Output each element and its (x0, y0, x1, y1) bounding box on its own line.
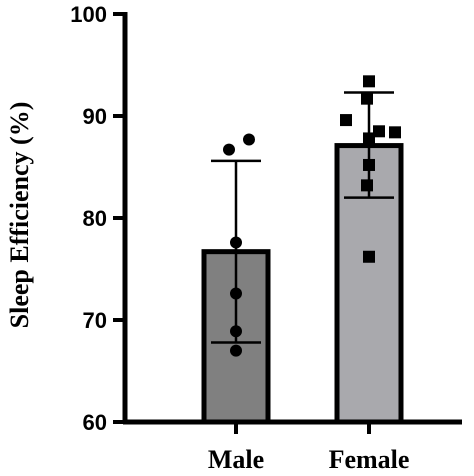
data-point-male (230, 344, 242, 357)
data-point-female (389, 126, 401, 139)
data-point-male (230, 236, 242, 249)
data-point-male (243, 133, 255, 146)
y-tick-label: 100 (70, 2, 107, 27)
x-tick-label-female: Female (329, 445, 410, 474)
data-point-female (363, 250, 375, 263)
x-tick-label-male: Male (208, 445, 264, 474)
y-tick-label: 70 (83, 308, 107, 333)
y-axis-title: Sleep Efficiency (%) (5, 102, 34, 329)
data-point-female (361, 179, 373, 192)
y-tick-label: 60 (83, 410, 107, 435)
y-tick-label: 80 (83, 206, 107, 231)
data-point-male (230, 287, 242, 300)
data-point-male (223, 143, 235, 156)
data-point-female (340, 114, 352, 127)
data-point-male (230, 325, 242, 338)
data-point-female (363, 132, 375, 145)
y-tick-label: 90 (83, 104, 107, 129)
data-point-female (363, 158, 375, 171)
data-point-female (373, 125, 385, 138)
data-point-female (363, 75, 375, 88)
data-point-female (361, 92, 373, 105)
